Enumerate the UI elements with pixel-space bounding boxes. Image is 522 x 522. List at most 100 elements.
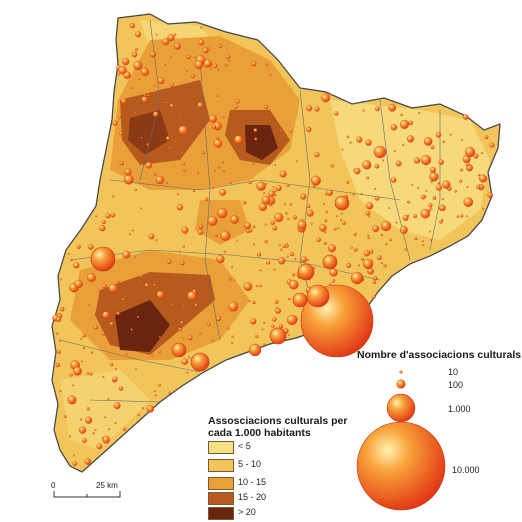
map-bubble (261, 328, 264, 331)
map-bubble (169, 103, 174, 108)
density-label-2: 5 - 10 (238, 459, 262, 469)
map-bubble (174, 42, 181, 50)
bubble-legend-symbol-10000 (356, 421, 446, 511)
map-bubble (168, 391, 171, 395)
map-bubble (442, 180, 451, 189)
map-bubble (408, 120, 414, 126)
map-bubble (250, 318, 257, 325)
map-bubble (107, 398, 110, 400)
map-bubble (116, 303, 119, 306)
map-bubble (294, 257, 297, 260)
map-bubble (133, 60, 143, 71)
map-bubble (211, 339, 214, 342)
map-bubble (81, 360, 84, 363)
map-bubble (149, 51, 157, 58)
map-bubble (155, 33, 158, 36)
density-class-5: > 20 (208, 507, 358, 520)
map-bubble (287, 217, 290, 221)
density-label-1: < 5 (238, 441, 251, 451)
map-bubble (194, 60, 204, 70)
map-bubble (463, 197, 474, 207)
map-bubble (253, 128, 258, 133)
map-bubble (429, 172, 439, 182)
map-bubble (346, 135, 350, 139)
map-bubble (366, 176, 370, 180)
map-bubble (395, 221, 398, 224)
map-bubble (192, 189, 196, 193)
map-bubble (130, 86, 134, 89)
map-bubble (211, 124, 216, 129)
map-bubble-large (334, 195, 350, 211)
map-bubble (316, 237, 321, 243)
map-bubble (184, 232, 187, 235)
map-bubble (413, 157, 421, 164)
map-bubble (57, 350, 61, 354)
map-bubble (388, 103, 397, 112)
map-bubble (146, 93, 150, 97)
map-bubble (435, 132, 442, 138)
map-bubble (465, 162, 470, 167)
map-bubble (212, 63, 218, 69)
map-bubble (430, 180, 433, 183)
map-bubble (69, 435, 72, 438)
map-bubble (418, 111, 421, 114)
map-bubble (323, 241, 327, 245)
map-bubble (395, 160, 402, 167)
map-bubble (390, 177, 397, 183)
map-bubble (439, 204, 446, 212)
map-bubble (430, 145, 435, 150)
map-bubble (255, 284, 259, 288)
map-bubble (152, 111, 159, 117)
map-bubble (119, 131, 123, 136)
map-bubble (74, 279, 83, 289)
map-bubble (402, 144, 405, 146)
map-bubble (113, 402, 121, 410)
map-bubble (271, 324, 275, 328)
map-bubble (166, 259, 172, 264)
map-bubble (289, 252, 295, 257)
map-bubble (265, 182, 268, 185)
map-bubble (86, 407, 90, 411)
map-bubble (188, 356, 191, 359)
map-bubble-large (322, 254, 338, 270)
map-bubble (400, 113, 403, 116)
map-bubble (429, 167, 436, 173)
map-bubble-large (306, 284, 330, 308)
map-bubble (466, 185, 469, 188)
map-bubble (182, 161, 186, 166)
map-bubble (306, 105, 313, 112)
map-bubble (306, 209, 314, 217)
map-bubble (102, 375, 105, 378)
map-bubble (459, 179, 463, 183)
map-bubble (374, 164, 380, 169)
map-bubble (265, 117, 268, 120)
map-bubble (63, 415, 67, 419)
map-bubble (357, 264, 360, 267)
map-bubble (173, 33, 177, 36)
map-bubble (350, 246, 353, 249)
map-bubble-large (90, 246, 116, 272)
map-bubble (121, 298, 125, 301)
map-bubble (104, 416, 107, 419)
map-bubble (187, 291, 197, 301)
map-bubble (196, 171, 199, 174)
map-bubble (280, 248, 283, 251)
map-bubble (131, 51, 138, 58)
map-bubble (465, 215, 468, 218)
map-bubble (332, 279, 336, 282)
map-bubble (300, 193, 307, 200)
map-bubble (193, 56, 196, 59)
map-bubble (134, 188, 137, 192)
map-bubble (123, 174, 134, 185)
map-bubble (266, 260, 271, 265)
map-bubble (125, 352, 128, 356)
map-bubble (382, 159, 385, 162)
map-bubble (213, 139, 223, 148)
map-bubble (82, 346, 86, 350)
map-bubble (230, 215, 239, 224)
map-bubble (374, 195, 380, 201)
map-bubble (93, 325, 98, 330)
map-bubble (124, 168, 132, 176)
map-bubble (187, 335, 193, 341)
map-bubble (372, 225, 380, 233)
